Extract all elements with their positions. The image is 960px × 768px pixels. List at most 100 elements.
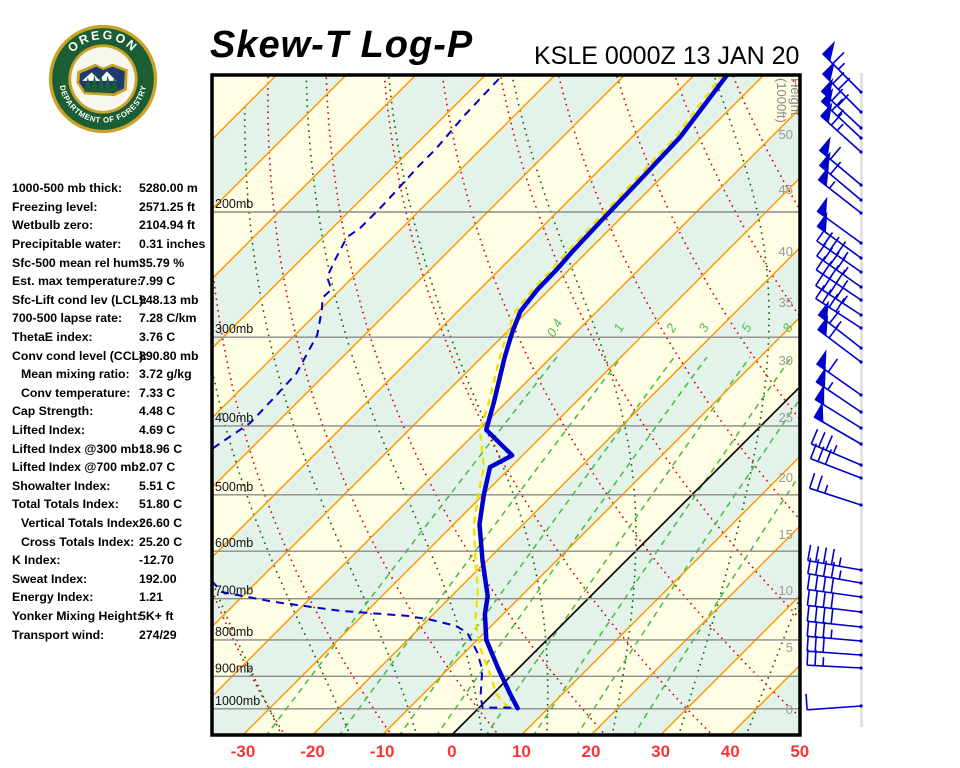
index-row: Lifted Index @300 mb: 18.96 C (12, 439, 210, 458)
pressure-label: 700mb (215, 584, 253, 598)
dry-adiabats (213, 76, 799, 734)
index-row: Wetbulb zero: 2104.94 ft (12, 216, 210, 235)
index-row: Sfc-Lift cond lev (LCL): 948.13 mb (12, 291, 210, 310)
wind-barb (814, 384, 863, 430)
index-label: Transport wind: (12, 627, 105, 642)
index-label: Total Totals Index: (12, 497, 119, 512)
index-row: Conv cond level (CCL): 890.80 mb (12, 346, 210, 365)
index-value: 26.60 C (139, 515, 183, 530)
pressure-label: 1000mb (215, 694, 260, 708)
height-tick-label: 30 (779, 353, 793, 368)
index-value: 7.33 C (139, 385, 176, 400)
x-axis-labels: -30 -20 -10 0 10 20 30 40 50 (231, 742, 810, 761)
index-value: 4.69 C (139, 423, 176, 438)
index-value: 2.07 C (139, 460, 176, 475)
index-value: 25.20 C (139, 534, 183, 549)
wind-barb (809, 443, 863, 480)
index-label: Energy Index: (12, 590, 94, 605)
index-label: Lifted Index: (12, 423, 86, 438)
index-label: Lifted Index @700 mb: (12, 460, 143, 475)
index-label: K Index: (12, 553, 61, 568)
index-value: 0.31 inches (139, 237, 206, 252)
index-label: Sfc-Lift cond lev (LCL): (12, 292, 148, 307)
page-title: Skew-T Log-P (210, 24, 474, 66)
wind-barb (815, 256, 863, 302)
wetbulb-trace (472, 76, 723, 709)
wind-barb (813, 401, 863, 446)
index-row: Total Totals Index: 51.80 C (12, 495, 210, 514)
zero-isotherm (452, 387, 799, 734)
index-value: 948.13 mb (139, 292, 199, 307)
index-row: Yonker Mixing Height: 5K+ ft (12, 607, 210, 626)
index-value: 5K+ ft (139, 608, 174, 623)
index-label: Mean mixing ratio: (21, 367, 130, 382)
height-tick-label: 40 (779, 244, 793, 259)
index-value: 4.48 C (139, 404, 176, 419)
index-value: 1.21 (139, 590, 163, 605)
pressure-label: 600mb (215, 536, 253, 550)
index-row: Freezing level: 2571.25 ft (12, 198, 210, 217)
wind-barb (817, 315, 863, 364)
x-axis-tick-label: 20 (582, 742, 601, 761)
station-datetime-title: KSLE 0000Z 13 JAN 20 (534, 42, 800, 70)
index-row: Cross Totals Index: 25.20 C (12, 532, 210, 551)
index-label: 700-500 lapse rate: (12, 311, 123, 326)
index-value: 3.76 C (139, 330, 176, 345)
height-axis-label: Height(1000ft) (774, 78, 803, 123)
index-row: Conv temperature: 7.33 C (12, 384, 210, 403)
index-value: 3.72 g/kg (139, 367, 192, 382)
wind-barb (822, 60, 863, 114)
height-tick-label: 10 (779, 583, 793, 598)
height-tick-label: 20 (779, 470, 793, 485)
height-tick-label: 0 (786, 702, 793, 717)
index-value: 7.99 C (139, 274, 176, 289)
chart-border (210, 73, 802, 737)
index-row: Est. max temperature: 7.99 C (12, 272, 210, 291)
index-label: Precipitable water: (12, 237, 122, 252)
index-row: Sfc-500 mean rel hum: 35.79 % (12, 253, 210, 272)
height-tick-label: 35 (779, 295, 793, 310)
x-axis-tick-label: -20 (300, 742, 325, 761)
wind-barb (806, 573, 863, 599)
pressure-labels: 200mb 300mb 400mb 500mb 600mb 700mb 800mb 900mb… (215, 197, 260, 708)
wind-barb (808, 472, 863, 507)
index-row: Cap Strength: 4.48 C (12, 402, 210, 421)
index-row: Mean mixing ratio: 3.72 g/kg (12, 365, 210, 384)
index-label: Freezing level: (12, 199, 98, 214)
wind-barb (806, 589, 863, 614)
index-value: 274/29 (139, 627, 177, 642)
index-value: 7.28 C/km (139, 311, 197, 326)
index-label: ThetaE index: (12, 330, 93, 345)
index-value: 890.80 mb (139, 348, 199, 363)
pressure-label: 300mb (215, 322, 253, 336)
wind-barb (816, 211, 863, 260)
wind-barb (818, 136, 863, 187)
index-label: 1000-500 mb thick: (12, 181, 123, 196)
pressure-label: 900mb (215, 661, 253, 675)
index-label: Cross Totals Index: (21, 534, 135, 549)
wind-barb (807, 544, 863, 572)
index-row: Lifted Index @700 mb: 2.07 C (12, 458, 210, 477)
index-value: 18.96 C (139, 441, 183, 456)
x-axis-tick-label: 30 (651, 742, 670, 761)
pressure-label: 500mb (215, 480, 253, 494)
x-axis-tick-label: 50 (790, 742, 809, 761)
wind-barb (806, 649, 863, 670)
index-value: 35.79 % (139, 255, 185, 270)
index-label: Vertical Totals Index: (21, 515, 144, 530)
index-label: Cap Strength: (12, 404, 94, 419)
index-value: 192.00 (139, 571, 177, 586)
logo-state-scene (76, 63, 128, 97)
x-axis-tick-label: 10 (512, 742, 531, 761)
pressure-label: 200mb (215, 197, 253, 211)
index-value: 5280.00 m (139, 181, 198, 196)
wind-barb (816, 227, 863, 274)
wind-barb (820, 102, 863, 154)
index-label: Est. max temperature: (12, 274, 142, 289)
index-label: Wetbulb zero: (12, 218, 94, 233)
svg-text:Height: Height (788, 78, 803, 116)
index-row: 1000-500 mb thick: 5280.00 m (12, 179, 210, 198)
odf-logo: OREGON DEPARTMENT OF FORESTRY (48, 24, 158, 134)
